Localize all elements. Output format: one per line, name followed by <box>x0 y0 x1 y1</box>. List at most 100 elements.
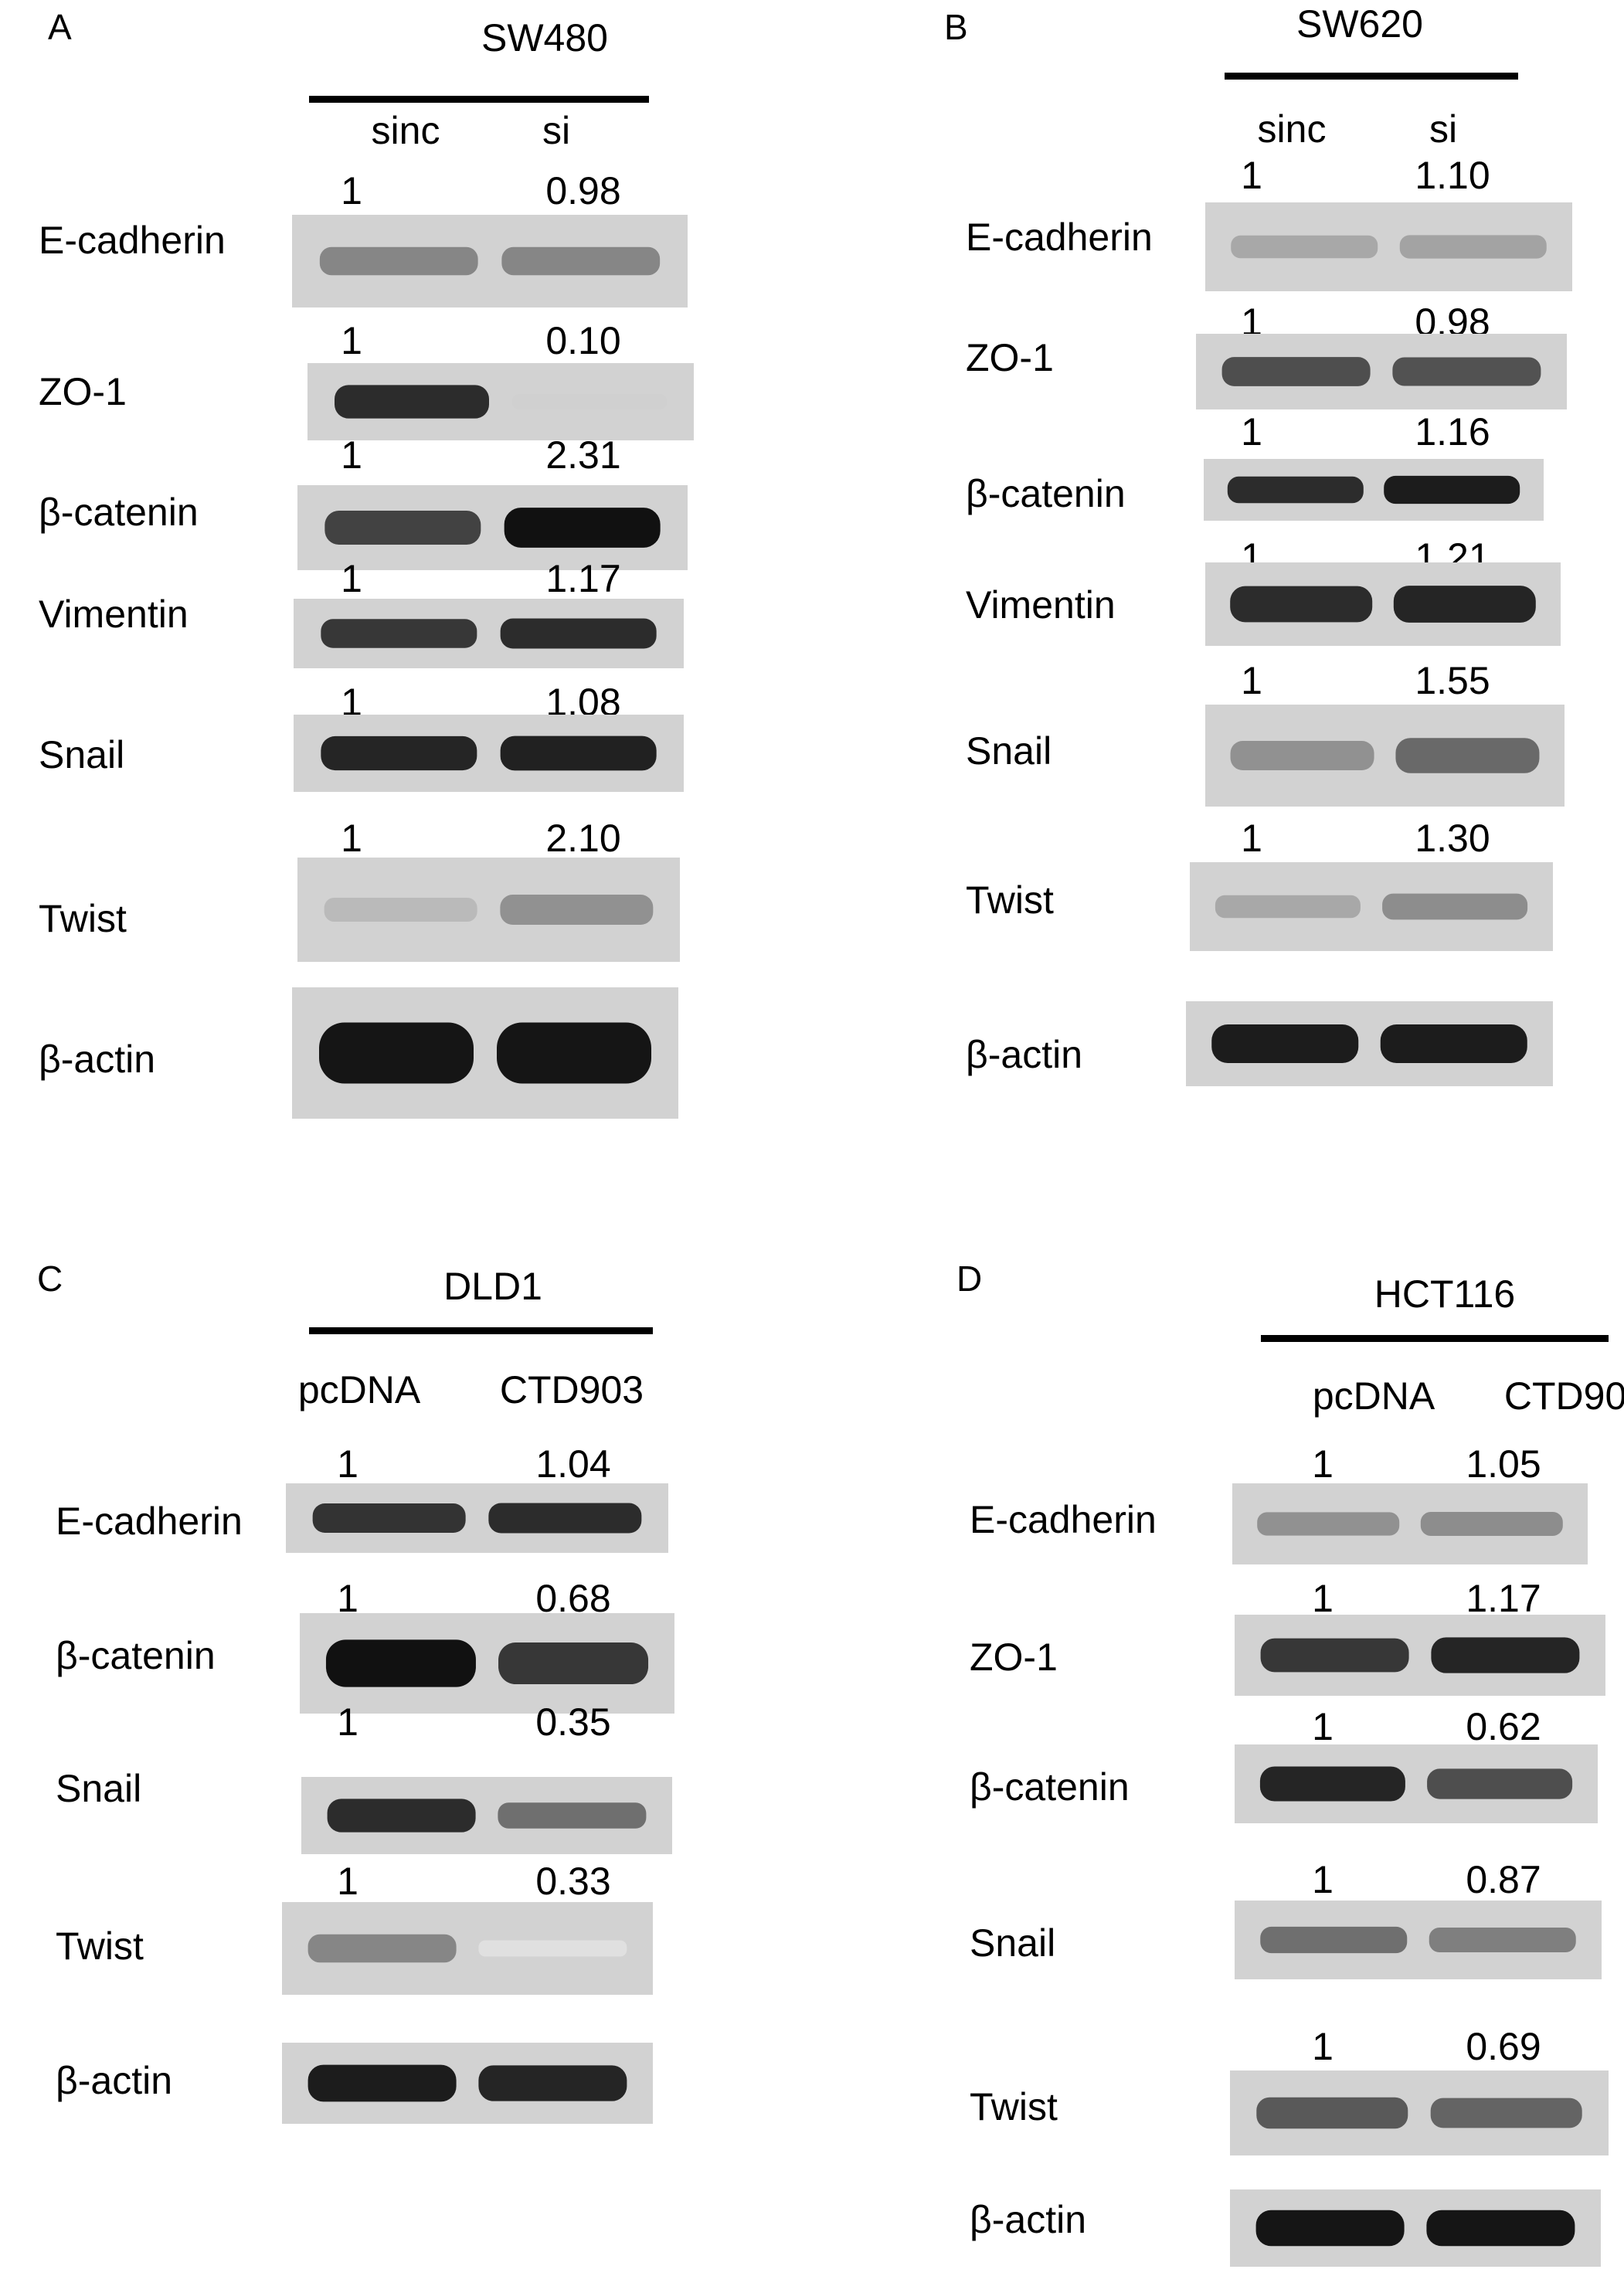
blot-image <box>300 1613 674 1714</box>
protein-label: Twist <box>966 878 1054 922</box>
cell-line-bar <box>1261 1335 1609 1342</box>
band <box>1426 2210 1575 2247</box>
band <box>512 394 667 409</box>
quant-value: 1 <box>341 433 362 477</box>
band <box>1380 1024 1527 1063</box>
quant-value: 1 <box>341 169 362 212</box>
protein-label: β-actin <box>970 2198 1087 2241</box>
blot-image <box>282 1902 653 1995</box>
quant-value: 1 <box>337 1442 358 1486</box>
blot-image <box>1235 1744 1598 1823</box>
cell-line-label: DLD1 <box>443 1265 542 1308</box>
quant-value: 0.35 <box>535 1700 611 1744</box>
band <box>1427 1768 1573 1799</box>
protein-label: ZO-1 <box>966 336 1054 379</box>
protein-label: E-cadherin <box>970 1498 1157 1541</box>
lane-label: CTD903 <box>499 1368 644 1411</box>
band <box>478 2065 627 2101</box>
band <box>1392 357 1541 386</box>
blot-image <box>1205 705 1565 807</box>
panel-letter: B <box>944 7 968 47</box>
panel-letter: D <box>956 1259 983 1299</box>
band <box>488 1503 642 1534</box>
band <box>324 897 477 922</box>
quant-value: 1 <box>337 1577 358 1620</box>
band <box>1430 2098 1582 2128</box>
blot-image <box>297 858 680 962</box>
quant-value: 2.31 <box>545 433 621 477</box>
band <box>1215 895 1361 919</box>
quant-value: 1 <box>337 1860 358 1903</box>
quant-value: 1 <box>341 319 362 362</box>
band <box>1255 2210 1405 2247</box>
blot-image <box>1232 1483 1588 1564</box>
lane-label: si <box>542 109 571 152</box>
band <box>1384 475 1520 504</box>
band <box>500 735 657 771</box>
lane-label: sinc <box>1257 107 1327 151</box>
cell-line-bar <box>1225 73 1518 80</box>
band <box>1429 1928 1576 1952</box>
protein-label: ZO-1 <box>970 1636 1058 1679</box>
band <box>1260 1926 1408 1954</box>
quant-value: 1 <box>1241 659 1262 702</box>
quant-value: 0.69 <box>1466 2025 1541 2068</box>
blot-image <box>292 987 678 1119</box>
band <box>1230 586 1373 623</box>
quant-value: 1.10 <box>1415 154 1490 197</box>
blot-image <box>307 363 694 440</box>
protein-label: ZO-1 <box>39 370 127 413</box>
quant-value: 1.17 <box>545 557 621 600</box>
band <box>1256 2097 1408 2129</box>
protein-label: Twist <box>39 897 127 940</box>
quant-value: 1.17 <box>1466 1577 1541 1620</box>
cell-line-bar <box>309 1327 653 1334</box>
band <box>498 1802 647 1829</box>
band <box>1231 235 1378 259</box>
protein-label: β-actin <box>966 1033 1083 1076</box>
quant-value: 1 <box>1312 2025 1334 2068</box>
cell-line-label: HCT116 <box>1374 1272 1516 1316</box>
band <box>497 1022 651 1084</box>
protein-label: β-catenin <box>970 1765 1130 1809</box>
band <box>1230 740 1374 771</box>
protein-label: β-catenin <box>56 1634 216 1677</box>
band <box>1399 235 1547 259</box>
quant-value: 1 <box>337 1700 358 1744</box>
protein-label: Snail <box>56 1767 142 1810</box>
blot-image <box>301 1777 672 1854</box>
blot-image <box>1235 1615 1605 1696</box>
quant-value: 0.87 <box>1466 1858 1541 1901</box>
quant-value: 0.10 <box>545 319 621 362</box>
quant-value: 1.16 <box>1415 410 1490 454</box>
band <box>321 735 477 771</box>
band <box>307 2064 457 2102</box>
protein-label: β-actin <box>56 2059 173 2102</box>
quant-value: 1.55 <box>1415 659 1490 702</box>
band <box>1221 357 1371 386</box>
cell-line-label: SW480 <box>481 16 608 59</box>
band <box>307 1934 457 1963</box>
band <box>500 618 657 649</box>
quant-value: 1.04 <box>535 1442 611 1486</box>
protein-label: E-cadherin <box>966 216 1153 259</box>
blot-image <box>1205 562 1561 646</box>
band <box>1259 1766 1405 1802</box>
band <box>319 1022 474 1084</box>
quant-value: 1.30 <box>1415 817 1490 860</box>
blot-image <box>1190 862 1553 951</box>
blot-image <box>1230 2189 1601 2267</box>
cell-line-label: SW620 <box>1296 2 1423 46</box>
protein-label: E-cadherin <box>39 219 226 262</box>
protein-label: Snail <box>966 729 1052 773</box>
band <box>1260 1638 1409 1673</box>
band <box>1395 738 1540 773</box>
quant-value: 1 <box>1312 1858 1334 1901</box>
band <box>1211 1024 1359 1063</box>
quant-value: 0.68 <box>535 1577 611 1620</box>
lane-label: CTD903 <box>1503 1374 1624 1418</box>
cell-line-bar <box>309 96 649 103</box>
quant-value: 1 <box>1241 410 1262 454</box>
band <box>1227 476 1364 504</box>
protein-label: Twist <box>56 1924 144 1968</box>
